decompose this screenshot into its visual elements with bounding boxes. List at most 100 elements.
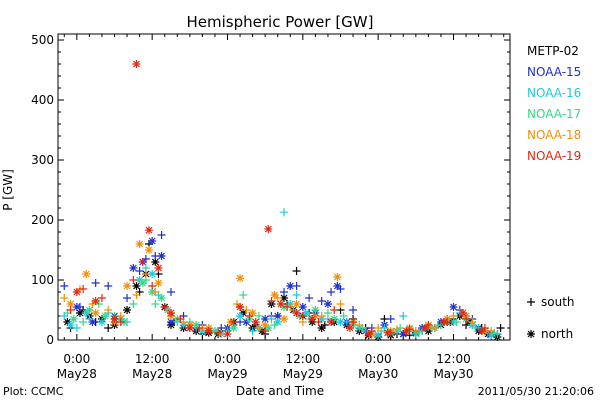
data-point-south [79,318,88,326]
x-tick-time: 12:00 [436,352,471,366]
data-point-north [308,315,317,323]
data-point-south [176,315,185,323]
data-point-south [91,279,100,287]
y-axis-ticks: 0 100 200 300 400 500 [31,33,510,347]
data-point-north [69,315,78,323]
plot-axes [57,33,511,341]
data-point-south [298,312,307,320]
data-point-north [148,270,157,278]
data-point-north [330,315,339,323]
data-point-south [157,231,166,239]
x-tick-date: May29 [283,367,323,381]
x-tick-date: May29 [207,367,247,381]
data-point-north [123,306,132,314]
data-point-north [229,324,238,332]
data-point-south [104,306,113,314]
data-point-north [251,318,260,326]
data-point-south [104,324,113,332]
data-point-south [141,270,150,278]
data-point-north [317,324,326,332]
data-point-north [239,309,248,317]
data-point-north [123,282,132,290]
data-point-south [148,282,157,290]
data-point-south [72,324,81,332]
data-point-south [280,288,288,296]
data-point-north [135,240,144,248]
data-point-north [264,225,273,233]
data-point-north [82,270,91,278]
x-tick-time: 12:00 [135,352,170,366]
y-tick-label: 200 [31,213,54,227]
data-point-north [280,315,288,323]
data-point-north [132,282,141,290]
data-point-north [449,303,458,311]
legend-entry-noaa-16: NOAA-16 [527,86,581,100]
data-point-south [116,318,125,326]
data-point-north [138,279,147,287]
data-points [60,60,505,341]
data-point-south [104,282,113,290]
y-tick-label: 500 [31,33,54,47]
data-point-south [430,324,439,332]
data-point-south [323,309,332,317]
data-point-north [477,327,486,335]
x-tick-time: 0:00 [365,352,392,366]
data-point-north [264,324,273,332]
data-point-north [110,315,119,323]
data-point-north [72,303,81,311]
data-point-north [91,297,100,305]
data-point-south [85,315,94,323]
series-noaa-19 [66,60,489,338]
data-point-north [248,309,257,317]
x-axis-label: Date and Time [236,384,324,398]
data-point-south [471,324,480,332]
data-point-south [270,321,279,329]
data-point-south [79,285,88,293]
data-point-north [236,312,245,320]
data-point-south [355,321,364,329]
data-point-south [411,327,420,335]
data-point-north [132,60,141,68]
data-point-north [210,327,219,335]
data-point-south [468,318,477,326]
x-axis-ticks: 0:00May2812:00May280:00May2912:00May290:… [57,34,505,381]
data-point-north [273,312,282,320]
data-point-south [292,291,301,299]
data-point-south [330,306,339,314]
data-point-south [261,327,270,335]
data-point-south [386,315,395,323]
data-point-north [85,306,94,314]
chart-title: Hemispheric Power [GW] [187,13,374,31]
data-point-north [101,312,110,320]
data-point-north [129,264,138,272]
data-point-south [339,312,348,320]
data-point-north [154,264,163,272]
data-point-south [97,294,106,302]
data-point-north [292,300,301,308]
data-point-south [242,306,251,314]
data-point-south [267,315,276,323]
data-point-north [323,300,332,308]
data-point-south [280,208,288,217]
data-point-south [305,294,314,302]
data-point-north [301,309,310,317]
data-point-north [236,303,245,311]
data-point-south [135,267,144,275]
data-point-north [345,324,354,332]
data-point-north [374,331,383,340]
data-point-north [458,309,467,317]
data-point-south [452,318,461,326]
data-point-north [154,279,163,287]
data-point-north [185,324,194,332]
data-point-north [151,258,160,266]
legend-entry-noaa-15: NOAA-15 [527,65,581,79]
data-point-north [383,328,392,337]
legend-entry-noaa-19: NOAA-19 [527,149,581,163]
data-point-south [239,291,248,299]
data-point-north [286,282,295,290]
data-point-north [440,318,449,326]
marker-legend-label: south [541,295,575,309]
data-point-north [167,318,175,326]
x-tick-time: 0:00 [214,352,241,366]
plot-timestamp: 2011/05/30 21:20:06 [478,385,594,398]
